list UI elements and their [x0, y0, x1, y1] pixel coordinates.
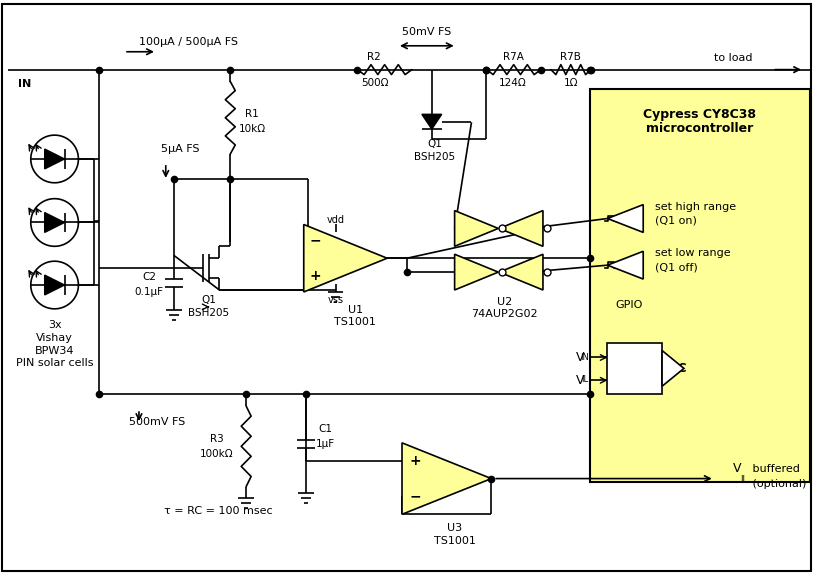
Polygon shape — [455, 254, 498, 290]
Polygon shape — [304, 224, 387, 292]
Text: 100μA / 500μA FS: 100μA / 500μA FS — [139, 37, 238, 47]
Text: 0.1μF: 0.1μF — [134, 287, 164, 297]
Polygon shape — [45, 149, 65, 169]
Text: IL: IL — [740, 474, 748, 484]
Text: +: + — [310, 269, 322, 283]
Text: ADC: ADC — [660, 362, 688, 375]
Text: buffered: buffered — [749, 463, 800, 474]
Text: −: − — [310, 233, 322, 247]
Text: IN: IN — [18, 79, 31, 89]
Polygon shape — [608, 205, 643, 232]
Polygon shape — [422, 114, 441, 129]
Text: (Q1 on): (Q1 on) — [655, 216, 697, 225]
Text: R3: R3 — [210, 434, 224, 444]
Polygon shape — [402, 443, 491, 514]
Text: TS1001: TS1001 — [434, 536, 476, 546]
Text: 74AUP2G02: 74AUP2G02 — [471, 309, 537, 319]
Bar — [608, 343, 662, 394]
Text: Cypress CY8C38: Cypress CY8C38 — [643, 108, 756, 121]
Polygon shape — [45, 275, 65, 295]
Text: BPW34: BPW34 — [35, 346, 75, 355]
Text: vdd: vdd — [327, 216, 345, 225]
Text: R1: R1 — [245, 109, 259, 119]
Text: 500mV FS: 500mV FS — [129, 417, 185, 427]
Text: V: V — [576, 374, 585, 387]
Polygon shape — [662, 351, 684, 386]
Text: IL: IL — [581, 375, 589, 384]
Text: 5μA FS: 5μA FS — [161, 144, 199, 154]
Text: BSH205: BSH205 — [188, 308, 229, 318]
Text: U2: U2 — [496, 297, 512, 307]
Text: 100kΩ: 100kΩ — [200, 448, 233, 459]
Text: (Q1 off): (Q1 off) — [655, 262, 698, 272]
Text: R7A: R7A — [503, 52, 523, 62]
Polygon shape — [500, 254, 543, 290]
Text: microcontroller: microcontroller — [646, 122, 753, 135]
Polygon shape — [500, 210, 543, 246]
Text: set low range: set low range — [655, 248, 731, 258]
Text: V: V — [732, 462, 741, 475]
Text: PIN solar cells: PIN solar cells — [16, 358, 93, 369]
Text: BSH205: BSH205 — [414, 152, 455, 162]
Text: 1μF: 1μF — [316, 439, 335, 449]
Text: C2: C2 — [142, 272, 156, 282]
Text: (optional): (optional) — [749, 478, 807, 489]
Polygon shape — [608, 251, 643, 279]
Text: 500Ω: 500Ω — [361, 78, 389, 87]
Text: vss: vss — [328, 295, 343, 305]
Text: 10kΩ: 10kΩ — [238, 124, 265, 134]
Text: 1Ω: 1Ω — [563, 78, 578, 87]
Polygon shape — [45, 213, 65, 232]
Text: set high range: set high range — [655, 202, 736, 212]
Text: 50mV FS: 50mV FS — [402, 27, 451, 37]
Text: IN: IN — [580, 352, 589, 362]
Text: R7B: R7B — [560, 52, 581, 62]
Text: TS1001: TS1001 — [334, 317, 376, 327]
Text: Q1: Q1 — [428, 139, 442, 149]
Text: Vishay: Vishay — [36, 332, 73, 343]
Text: to load: to load — [714, 53, 753, 63]
Text: GPIO: GPIO — [615, 300, 643, 310]
Text: C1: C1 — [319, 424, 333, 434]
Text: U3: U3 — [447, 523, 462, 533]
Text: R2: R2 — [368, 52, 381, 62]
Text: 3x: 3x — [48, 320, 61, 329]
Text: U1: U1 — [348, 305, 363, 315]
Text: Q1: Q1 — [201, 295, 216, 305]
Text: +: + — [410, 454, 421, 467]
Polygon shape — [455, 210, 498, 246]
Bar — [590, 90, 810, 481]
Text: V: V — [576, 351, 585, 364]
Text: 124Ω: 124Ω — [500, 78, 527, 87]
Text: τ = RC = 100 msec: τ = RC = 100 msec — [164, 507, 273, 516]
Text: −: − — [410, 489, 421, 504]
